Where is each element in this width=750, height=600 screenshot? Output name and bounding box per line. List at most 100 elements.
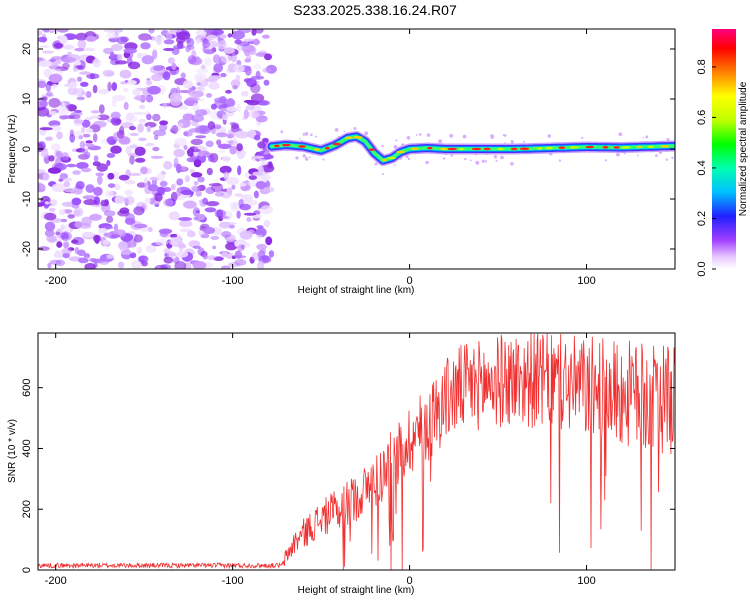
- noise-blob: [137, 255, 149, 263]
- noise-blob: [149, 176, 160, 181]
- track-hotspot: [387, 156, 397, 160]
- noise-blob: [187, 230, 196, 238]
- track-hotspot: [368, 148, 375, 151]
- snr-x-ticks: -200 -100 0 100: [45, 333, 596, 587]
- noise-blob: [134, 94, 149, 102]
- noise-blob: [232, 137, 237, 147]
- noise-blob: [236, 143, 243, 152]
- noise-blob: [110, 117, 116, 124]
- noise-blob: [264, 53, 272, 61]
- noise-blob: [75, 60, 82, 66]
- noise-blob: [222, 47, 235, 54]
- noise-blob: [213, 256, 224, 262]
- track-hotspot: [613, 146, 620, 149]
- noise-blob: [203, 226, 215, 235]
- noise-blob: [74, 48, 85, 52]
- noise-blob: [72, 66, 77, 72]
- noise-blob: [147, 85, 161, 95]
- noise-blob: [227, 133, 234, 139]
- faint-dot: [671, 156, 674, 159]
- noise-blob: [46, 91, 53, 97]
- noise-blob: [213, 124, 222, 130]
- noise-blob: [182, 113, 195, 121]
- noise-blob: [129, 144, 139, 149]
- noise-blob: [191, 114, 204, 123]
- noise-blob: [178, 122, 184, 127]
- noise-blob: [39, 45, 50, 49]
- noise-blob: [80, 126, 86, 133]
- noise-blob: [58, 178, 63, 182]
- faint-dot: [310, 133, 313, 136]
- noise-blob: [195, 68, 209, 74]
- faint-dot: [364, 131, 369, 136]
- y-tick-label: -20: [21, 241, 33, 257]
- noise-blob: [120, 81, 127, 85]
- noise-blob: [152, 65, 164, 71]
- noise-blob: [70, 111, 83, 116]
- noise-blob: [38, 30, 43, 36]
- noise-blob: [114, 183, 121, 191]
- x-tick-label: 0: [407, 575, 413, 587]
- faint-dot: [374, 162, 378, 166]
- noise-blob: [212, 54, 221, 64]
- noise-blob: [49, 259, 62, 265]
- spectrogram-x-label: Height of straight line (km): [298, 285, 415, 296]
- colorbar-label: Normalized spectral amplitude: [738, 81, 749, 216]
- track-hotspot: [314, 148, 320, 151]
- faint-dot: [500, 156, 503, 159]
- noise-blob: [208, 75, 222, 80]
- noise-blob: [92, 120, 107, 128]
- noise-blob: [148, 29, 155, 34]
- noise-blob: [226, 176, 240, 186]
- y-tick-label: 20: [21, 43, 33, 55]
- noise-blob: [263, 79, 270, 86]
- faint-dot: [522, 140, 525, 143]
- spectrogram-signal-track: [266, 131, 675, 166]
- y-tick-label: 10: [21, 93, 33, 105]
- noise-blob: [221, 113, 227, 121]
- noise-blob: [145, 245, 157, 253]
- noise-blob: [210, 103, 217, 110]
- noise-blob: [38, 36, 48, 43]
- noise-blob: [239, 182, 247, 187]
- noise-blob: [240, 90, 249, 97]
- noise-blob: [235, 131, 250, 139]
- noise-blob: [93, 155, 99, 162]
- faint-dot: [295, 156, 299, 160]
- noise-blob: [93, 186, 103, 196]
- noise-blob: [107, 172, 115, 180]
- noise-blob: [213, 63, 224, 73]
- noise-blob: [204, 57, 212, 66]
- noise-blob: [81, 119, 91, 128]
- noise-blob: [38, 60, 52, 67]
- colorbar-gradient: [712, 29, 736, 269]
- noise-blob: [129, 155, 135, 165]
- colorbar-tick-label: 0.2: [696, 211, 708, 226]
- noise-blob: [190, 185, 198, 193]
- noise-blob: [152, 146, 160, 152]
- noise-blob: [44, 212, 57, 221]
- noise-blob: [106, 160, 111, 167]
- noise-blob: [128, 61, 141, 70]
- track-hotspot: [471, 147, 482, 151]
- y-tick-label: 200: [21, 500, 33, 518]
- noise-blob: [137, 123, 144, 133]
- noise-blob: [111, 95, 126, 102]
- noise-blob: [205, 201, 220, 207]
- noise-blob: [221, 156, 231, 162]
- noise-blob: [243, 38, 255, 42]
- noise-blob: [71, 239, 79, 244]
- noise-blob: [59, 209, 66, 216]
- noise-blob: [76, 162, 89, 169]
- noise-blob: [152, 113, 161, 122]
- spectrogram-y-label: Frequency (Hz): [7, 115, 18, 184]
- noise-blob: [96, 114, 110, 121]
- track-hotspot: [569, 146, 579, 149]
- noise-blob: [204, 49, 215, 55]
- track-hotspot: [440, 147, 448, 151]
- noise-blob: [262, 67, 272, 73]
- noise-blob: [100, 199, 109, 207]
- noise-blob: [42, 50, 55, 54]
